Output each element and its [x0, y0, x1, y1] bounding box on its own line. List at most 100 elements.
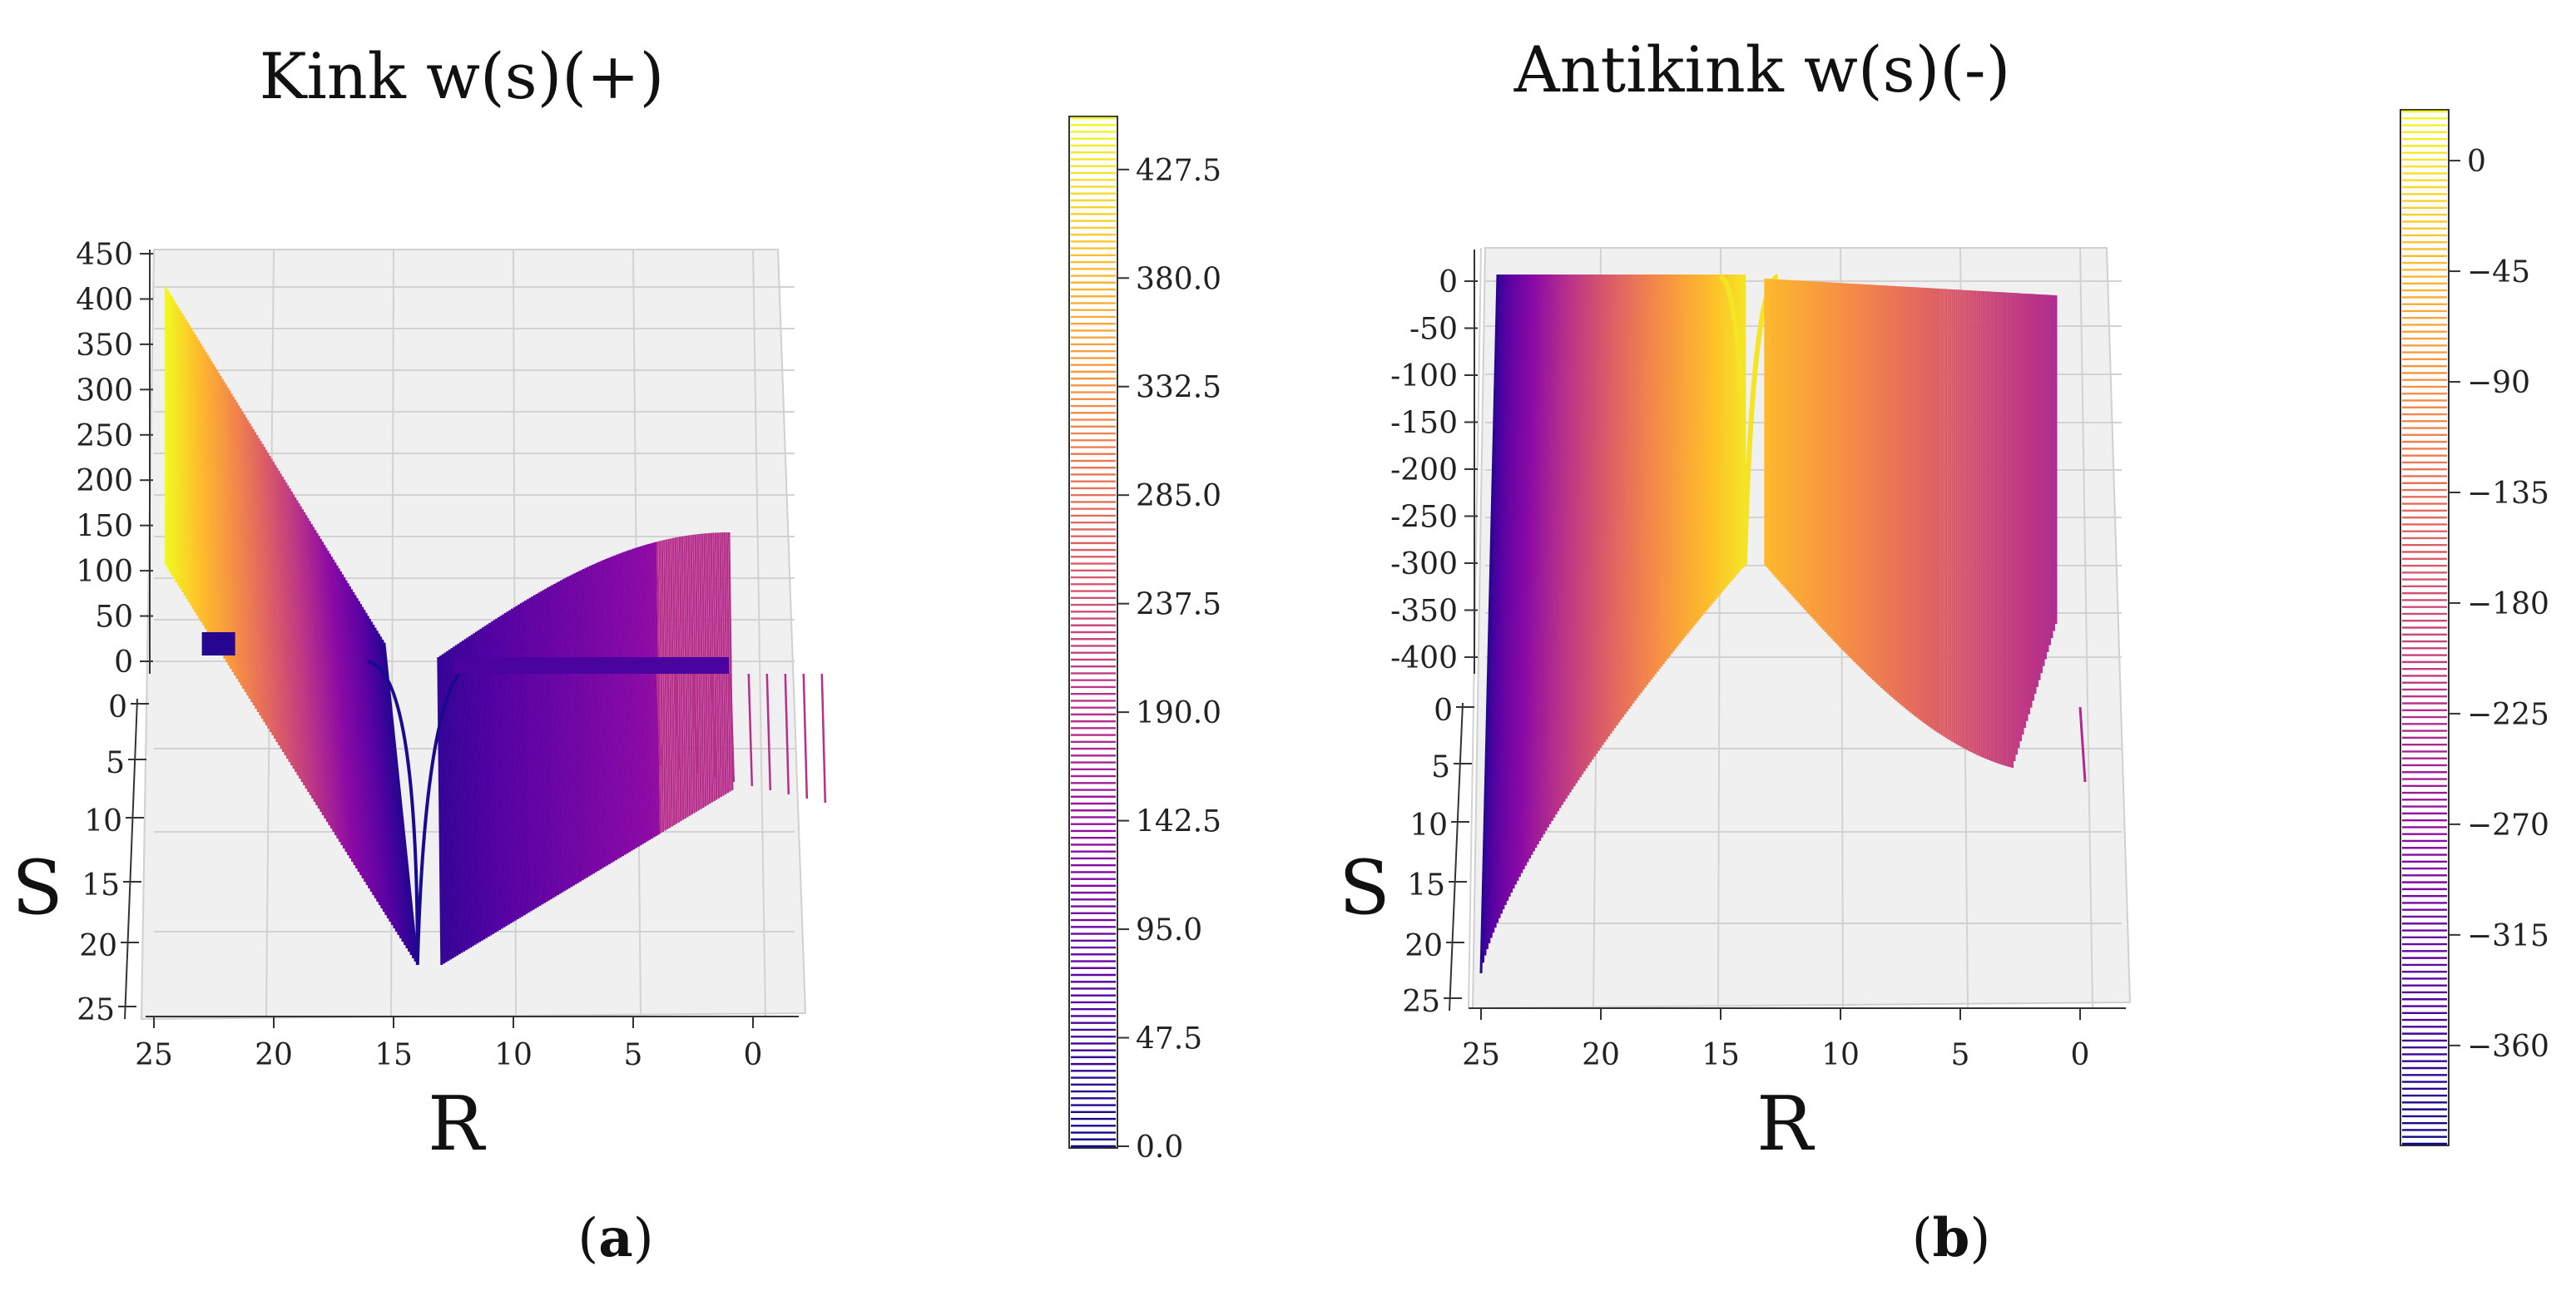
surface-strand — [568, 575, 575, 886]
surface-strand — [215, 369, 226, 660]
surface-strand — [607, 557, 613, 863]
surface-strand — [176, 304, 181, 586]
surface-strand — [266, 453, 285, 753]
z-tick-label: -100 — [1390, 359, 1458, 393]
surface-strand — [230, 393, 243, 686]
surface-strand — [1479, 274, 1499, 974]
surface-strand — [1629, 274, 1640, 706]
panel-a-title: Kink w(s)(+) — [260, 39, 665, 113]
surface-strand — [226, 388, 239, 680]
surface-strand — [629, 549, 636, 850]
z-tick-label: 450 — [76, 238, 133, 272]
surface-strand — [609, 557, 616, 862]
surface-strand — [326, 550, 354, 863]
surface-strand — [1599, 274, 1612, 749]
surface-strand — [1560, 274, 1575, 805]
surface-strand — [1524, 274, 1541, 866]
z-tick-label: -350 — [1390, 595, 1458, 629]
surface-strand — [1688, 274, 1695, 631]
surface-strand — [186, 322, 193, 606]
s-tick-label: 20 — [79, 929, 117, 963]
surface-strand — [381, 639, 417, 962]
surface-strand — [344, 580, 375, 896]
surface-strand — [259, 441, 276, 740]
colorbar-tick-label: 95.0 — [1136, 913, 1202, 947]
surface-strand — [596, 562, 602, 870]
surface-strand — [268, 455, 287, 756]
surface-strand — [279, 473, 300, 776]
surface-strand — [1666, 274, 1674, 659]
surface-strand — [1603, 274, 1615, 743]
surface-strand — [1593, 274, 1606, 757]
surface-strand — [339, 571, 369, 886]
surface-strand — [1508, 274, 1526, 897]
surface-strand — [441, 654, 448, 962]
surface-strand — [323, 544, 350, 856]
surface-strand — [1557, 274, 1572, 812]
surface-strand — [217, 373, 228, 663]
surface-strand — [286, 485, 308, 789]
surface-strand — [1707, 274, 1712, 609]
surface-strand — [651, 542, 658, 836]
surface-strand — [285, 482, 306, 786]
surface-strand — [683, 536, 689, 818]
surface-strand — [297, 502, 320, 809]
surface-strand — [1684, 274, 1692, 636]
panel-a-s-axis — [124, 698, 138, 1020]
surface-strand — [470, 634, 477, 945]
panel-a-s-label: S — [12, 844, 63, 932]
surface-strand — [1726, 274, 1731, 585]
surface-strand — [1530, 274, 1547, 855]
surface-strand — [349, 589, 381, 906]
surface-strand — [1550, 274, 1566, 821]
surface-strand — [346, 583, 377, 899]
panel-a-r-ticks: 25 20 15 10 5 0 — [135, 1017, 762, 1072]
surface-strand — [181, 314, 186, 596]
surface-strand — [1571, 274, 1585, 789]
panel-a-colorbar-ticks: 0.0 47.5 95.0 142.5 190.0 237.5 285.0 332.5 380.… — [1117, 154, 1221, 1165]
colorbar-tick-label: −270 — [2467, 809, 2549, 843]
surface-strand — [1668, 274, 1676, 656]
surface-strand — [542, 590, 548, 903]
surface-strand — [1583, 274, 1596, 772]
surface-strand — [678, 537, 685, 820]
surface-strand — [1512, 274, 1530, 889]
r-tick-label: 10 — [494, 1038, 533, 1072]
surface-strand — [1678, 274, 1686, 644]
surface-strand — [254, 432, 270, 730]
s-tick-label: 15 — [82, 868, 120, 903]
surface-strand — [531, 596, 537, 909]
surface-strand — [1650, 274, 1659, 680]
surface-strand — [240, 411, 255, 706]
surface-strand — [1528, 274, 1545, 859]
z-tick-label: 300 — [76, 373, 133, 408]
panel-b-colorbar — [2402, 110, 2447, 1145]
surface-strand — [483, 626, 490, 937]
surface-strand — [374, 627, 409, 949]
surface-strand — [348, 586, 379, 903]
surface-strand — [555, 582, 562, 894]
surface-strand — [544, 588, 551, 901]
colorbar-tick-label: −135 — [2467, 477, 2549, 511]
surface-strand — [1662, 274, 1670, 665]
surface-strand — [1546, 274, 1562, 828]
surface-strand — [627, 550, 633, 851]
surface-strand — [765, 673, 772, 791]
colorbar-tick-label: 190.0 — [1136, 696, 1221, 730]
r-tick-label: 15 — [374, 1038, 413, 1072]
panel-a-colorbar — [1071, 116, 1116, 1148]
surface-strand — [2078, 706, 2087, 783]
panel-b-surface — [1479, 274, 2087, 974]
surface-strand — [233, 399, 247, 693]
z-tick-label: 400 — [76, 283, 133, 317]
surface-strand — [582, 568, 588, 878]
surface-strand — [692, 673, 699, 774]
surface-strand — [1719, 274, 1723, 595]
surface-strand — [1721, 274, 1726, 592]
surface-floor — [201, 632, 235, 655]
surface-strand — [357, 601, 390, 919]
surface-strand — [784, 673, 790, 795]
surface-strand — [1520, 274, 1538, 873]
surface-strand — [681, 536, 687, 819]
surface-strand — [1578, 274, 1593, 778]
